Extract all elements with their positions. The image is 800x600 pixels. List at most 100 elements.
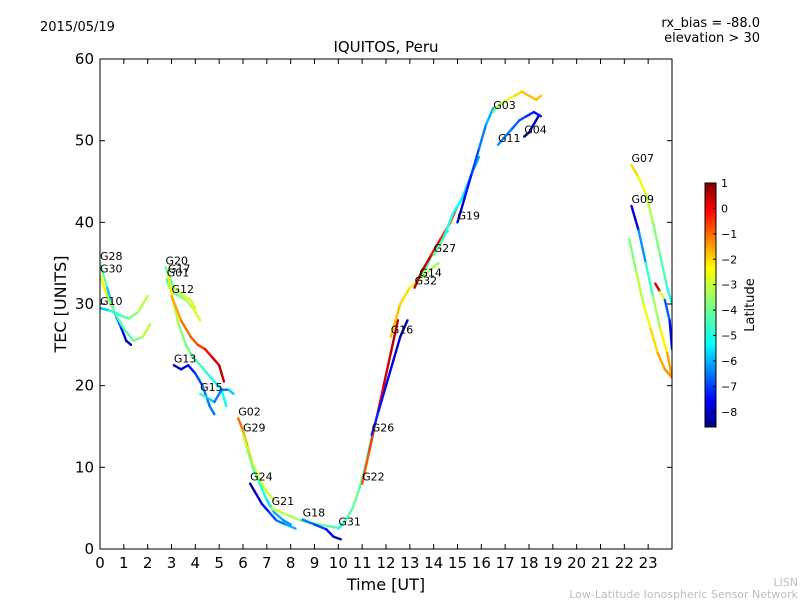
satellite-trace xyxy=(100,274,152,342)
trace-segment xyxy=(663,368,672,379)
trace-segment xyxy=(253,490,264,506)
trace-segment xyxy=(503,127,514,138)
satellite-label: G29 xyxy=(243,422,266,435)
trace-segment xyxy=(420,253,433,273)
trace-segment xyxy=(654,282,662,293)
trace-segment xyxy=(213,380,223,391)
x-tick-label: 4 xyxy=(191,554,201,572)
trace-segment xyxy=(658,290,667,302)
x-tick-label: 10 xyxy=(329,554,348,572)
x-tick-label: 11 xyxy=(353,554,372,572)
trace-segment xyxy=(100,261,109,289)
trace-segment xyxy=(337,519,347,530)
trace-segment xyxy=(270,506,283,514)
trace-segment xyxy=(164,266,176,289)
trace-segment xyxy=(644,261,655,298)
trace-segment xyxy=(177,323,188,347)
trace-segment xyxy=(196,343,207,351)
trace-segment xyxy=(649,327,659,355)
colorbar-tick-label: −4 xyxy=(721,304,737,317)
trace-segment xyxy=(627,237,638,273)
trace-segment xyxy=(184,343,195,359)
satellite-label: G14 xyxy=(419,267,442,280)
trace-segment xyxy=(127,310,140,320)
trace-segment xyxy=(275,519,288,526)
trace-segment xyxy=(251,466,261,485)
trace-segment xyxy=(370,408,381,436)
x-tick-label: 19 xyxy=(543,554,562,572)
trace-segment xyxy=(206,372,216,383)
trace-segment xyxy=(518,114,528,122)
colorbar-tick-label: 1 xyxy=(721,177,728,190)
trace-segment xyxy=(258,478,269,494)
x-tick-label: 0 xyxy=(95,554,105,572)
trace-segment xyxy=(120,327,128,342)
satellite-label: G31 xyxy=(338,516,361,529)
trace-segment xyxy=(656,351,667,371)
satellite-label: G22 xyxy=(362,471,385,484)
rx-bias-label: rx_bias = -88.0 xyxy=(661,16,760,31)
trace-segment xyxy=(456,196,466,224)
satellite-label: G09 xyxy=(631,193,654,206)
trace-segment xyxy=(186,364,197,375)
y-tick-label: 30 xyxy=(75,295,94,313)
trace-segment xyxy=(442,212,454,240)
trace-segment xyxy=(260,502,271,514)
trace-segment xyxy=(360,449,371,485)
trace-segment xyxy=(237,417,245,432)
trace-segment xyxy=(484,106,495,126)
satellite-trace xyxy=(492,90,543,114)
plot-frame xyxy=(99,58,673,550)
trace-segment xyxy=(141,323,152,338)
satellite-label: G16 xyxy=(391,324,414,337)
satellite-trace xyxy=(630,204,672,379)
x-tick-label: 15 xyxy=(448,554,467,572)
trace-segment xyxy=(265,498,276,514)
data-layer xyxy=(100,90,672,541)
trace-segment xyxy=(635,270,645,306)
y-axis-label: TEC [UNITS] xyxy=(51,256,70,354)
satellite-label: G02 xyxy=(238,405,261,418)
trace-segment xyxy=(642,302,652,330)
satellite-label: G07 xyxy=(631,152,654,165)
x-tick-label: 5 xyxy=(214,554,224,572)
satellite-trace xyxy=(198,388,235,404)
x-tick-label: 13 xyxy=(400,554,419,572)
trace-segment xyxy=(177,294,188,302)
satellite-label: G04 xyxy=(524,124,547,137)
satellite-label: G32 xyxy=(415,275,438,288)
trace-segment xyxy=(432,237,445,257)
trace-segment xyxy=(282,519,292,526)
trace-segment xyxy=(430,237,443,257)
colorbar-ticks: 1 0 −1 −2 −3 −4 −5 −6 −7 −8 xyxy=(713,177,737,419)
trace-segment xyxy=(113,310,126,330)
x-tick-label: 8 xyxy=(286,554,296,572)
x-tick-label: 23 xyxy=(639,554,658,572)
x-tick-label: 2 xyxy=(143,554,153,572)
trace-segment xyxy=(384,359,395,387)
trace-segment xyxy=(189,298,197,310)
trace-segment xyxy=(651,294,662,330)
trace-segment xyxy=(658,253,669,289)
trace-segment xyxy=(318,523,330,528)
trace-segment xyxy=(663,298,671,322)
satellite-trace xyxy=(166,274,228,408)
x-tick-label: 16 xyxy=(472,554,491,572)
trace-segment xyxy=(451,196,464,216)
y-tick-label: 10 xyxy=(75,458,94,476)
satellite-trace xyxy=(627,237,672,379)
x-axis: 0 1 2 3 4 5 6 7 8 9 10 11 12 13 14 15 16 17 18 19 20 21 22 23 xyxy=(95,59,658,572)
trace-segment xyxy=(179,364,190,371)
y-tick-label: 20 xyxy=(75,377,94,395)
trace-segment xyxy=(198,392,209,400)
trace-segment xyxy=(382,351,392,387)
trace-segment xyxy=(265,490,276,502)
satellite-label: G17 xyxy=(168,262,191,275)
trace-segment xyxy=(189,335,199,347)
satellite-trace xyxy=(456,106,495,224)
x-tick-label: 6 xyxy=(238,554,248,572)
trace-segment xyxy=(208,404,216,416)
satellite-label: G15 xyxy=(200,381,223,394)
